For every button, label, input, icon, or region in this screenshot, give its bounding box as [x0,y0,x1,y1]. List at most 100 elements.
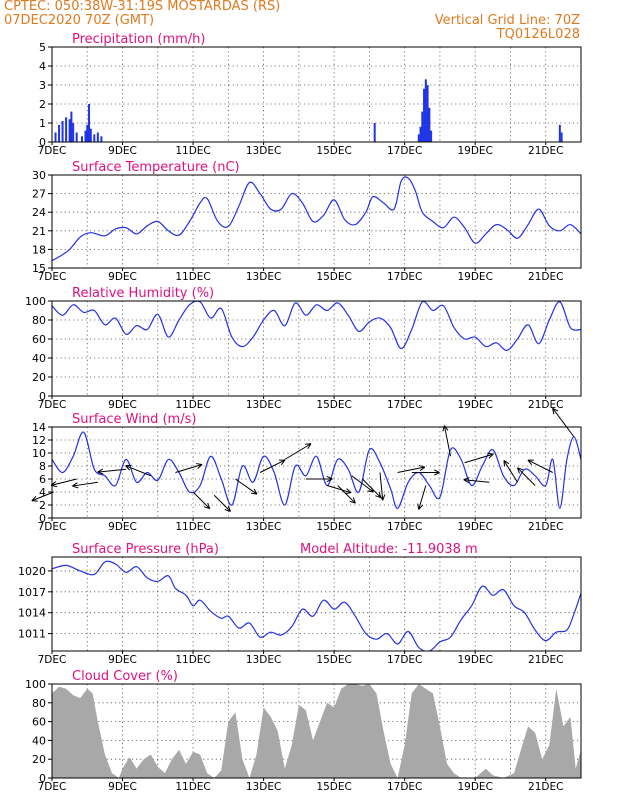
wind-ytick-label: 14 [32,421,46,434]
wind-series-line [52,431,581,509]
wind-arrow [97,468,127,473]
wind-arrow-head [503,460,510,465]
precip-bar [430,130,433,142]
wind-arrow-head [503,460,506,467]
wind-arrow-head [442,425,445,432]
pressure-ytick-label: 1017 [18,586,46,599]
cloud-ytick-label: 40 [32,734,46,747]
rh-xtick-label: 13DEC [246,399,281,411]
wind-arrow-head [72,482,78,487]
rh-frame [51,300,582,397]
wind-arrow-head [125,465,131,471]
cloud-panel [48,683,582,781]
wind-arrow-head [326,478,333,483]
wind-arrow [337,485,356,504]
cloud-ytick-label: 60 [32,716,46,729]
wind-arrow-head [433,469,440,473]
pressure-series-line [52,560,581,651]
temp-ytick-label: 27 [32,188,46,201]
wind-arrow [259,459,286,473]
pressure-ytick-label: 1011 [18,628,46,641]
precip-panel [48,46,582,145]
precip-bar [558,124,561,142]
pressure-xtick-label: 15DEC [316,654,351,666]
precip-bar [65,117,68,142]
wind-arrow-head [207,502,211,509]
pressure-annotation: Model Altitude: -11.9038 m [300,542,478,557]
temp-xtick-label: 9DEC [108,271,137,283]
wind-arrow-head [419,466,426,472]
wind-arrow [284,443,312,460]
cloud-frame [51,683,582,779]
wind-arrow [175,464,203,473]
rh-ytick-label: 80 [32,314,46,327]
rh-ytick-label: 0 [39,390,46,403]
wind-arrow [213,494,231,512]
cloud-ytick-label: 0 [39,772,46,785]
temp-frame [51,174,582,269]
wind-arrow [443,425,452,457]
wind-arrow [326,485,352,494]
cloud-xtick-label: 19DEC [457,781,492,793]
pressure-xtick-label: 17DEC [387,654,422,666]
precip-bar [93,134,96,142]
wind-arrow-head [552,407,559,412]
pressure-xtick-label: 11DEC [175,654,210,666]
wind-arrow-head [72,485,79,489]
cloud-ytick-label: 20 [32,753,46,766]
wind-arrow-head [280,459,286,466]
pressure-xtick-label: 19DEC [457,654,492,666]
wind-arrow-head [326,475,333,480]
wind-arrow-head [31,495,37,502]
wind-xtick-label: 9DEC [108,521,137,533]
wind-xtick-label: 19DEC [457,521,492,533]
wind-ytick-label: 6 [39,473,46,486]
precip-xtick-label: 15DEC [316,145,351,157]
rh-series-line [52,301,581,351]
wind-arrow-head [487,452,494,455]
wind-arrow-head [379,494,384,501]
wind-panel [31,407,582,521]
temp-xtick-label: 19DEC [457,271,492,283]
wind-arrow-head [307,443,312,450]
wind-arrow-head [517,467,524,471]
pressure-panel [48,556,582,654]
precip-bar [58,124,61,142]
wind-arrow-head [196,463,203,466]
header-model-code: TQ0126L028 [496,27,580,42]
wind-arrow-head [375,495,382,499]
wind-ytick-label: 0 [39,512,46,525]
pressure-xtick-label: 13DEC [246,654,281,666]
wind-title: Surface Wind (m/s) [72,412,196,427]
temp-xtick-label: 17DEC [387,271,422,283]
precip-bar [419,126,422,142]
wind-arrow [235,478,258,495]
precip-bar [373,123,376,142]
wind-arrow [397,466,425,473]
precip-bar [417,134,420,142]
precip-title: Precipitation (mm/h) [72,32,205,47]
wind-arrow-head [463,479,470,484]
wind-arrow-head [517,467,520,474]
precip-bar [86,124,89,142]
precip-bar [426,85,429,142]
rh-panel [48,300,582,399]
wind-arrow-head [97,471,104,475]
precip-bar [89,128,92,142]
precip-bar [421,111,424,142]
precip-xtick-label: 13DEC [246,145,281,157]
precip-bar [100,136,103,142]
wind-arrow-head [552,408,555,415]
wind-arrow-head [203,506,210,510]
pressure-xtick-label: 9DEC [108,654,137,666]
wind-ytick-label: 4 [39,486,46,499]
precip-ytick-label: 3 [39,79,46,92]
precip-bar [88,104,91,142]
precip-bar [68,119,71,142]
cloud-xtick-label: 7DEC [38,781,67,793]
temp-ytick-label: 24 [32,206,46,219]
rh-title: Relative Humidity (%) [72,286,214,301]
rh-ytick-label: 100 [25,295,46,308]
precip-bar [61,121,64,142]
